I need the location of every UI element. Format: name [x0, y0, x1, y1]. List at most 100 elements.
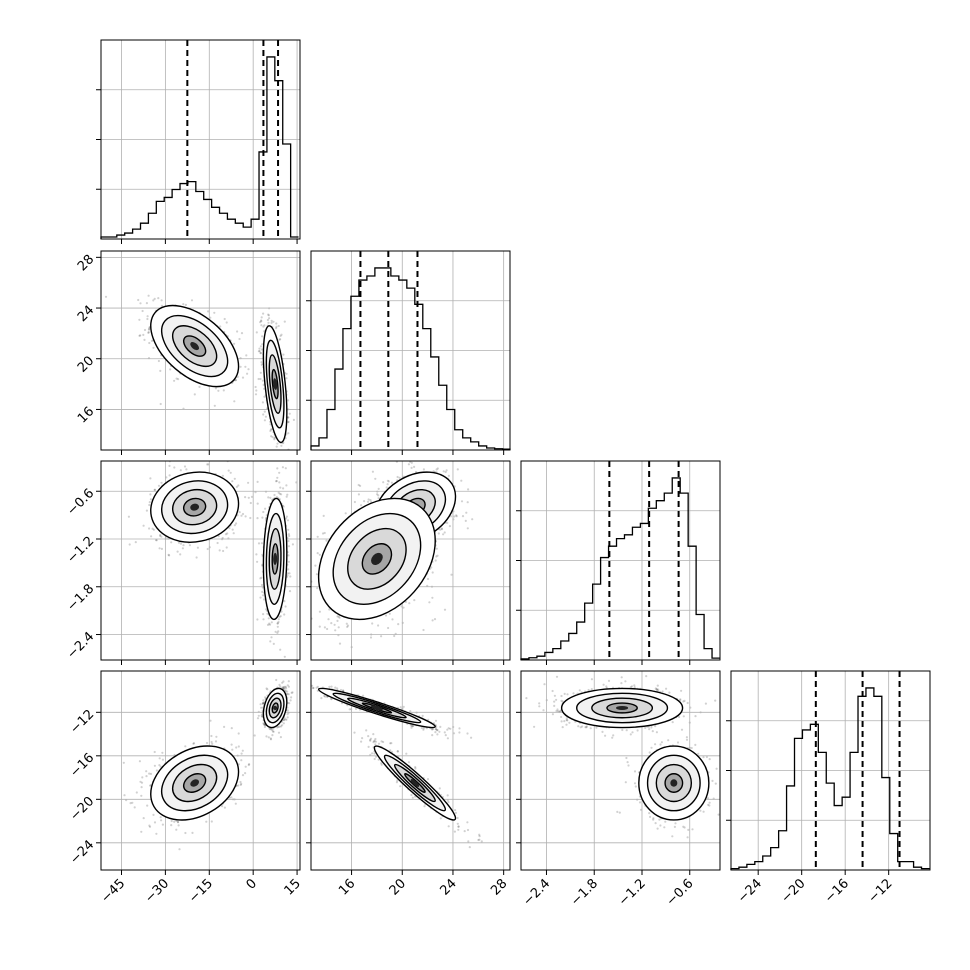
sample-point [176, 820, 180, 824]
sample-point [177, 541, 181, 544]
sample-point [183, 465, 187, 468]
sample-point [175, 828, 178, 831]
sample-point [276, 622, 279, 625]
sample-point [254, 385, 257, 389]
sample-point [262, 413, 265, 416]
sample-point [471, 518, 474, 521]
sample-point [338, 616, 341, 619]
sample-point [446, 521, 449, 525]
sample-point [359, 484, 362, 487]
sample-point [195, 556, 198, 559]
sample-point [269, 428, 272, 431]
sample-point [336, 615, 339, 618]
sample-point [222, 549, 225, 553]
sample-point [391, 618, 394, 621]
sample-point [268, 623, 272, 626]
sample-point [422, 468, 425, 471]
sample-point [269, 640, 272, 643]
sample-point [287, 545, 291, 548]
sample-point [155, 539, 158, 542]
sample-point [168, 474, 171, 477]
sample-point [188, 544, 191, 547]
sample-point [141, 776, 144, 779]
sample-point [256, 618, 259, 621]
sample-point [377, 624, 380, 627]
sample-point [278, 481, 281, 484]
sample-point [244, 496, 247, 499]
sample-point [402, 606, 405, 609]
sample-point [287, 568, 290, 571]
sample-point [237, 732, 240, 735]
sample-point [260, 316, 263, 319]
sample-point [287, 421, 290, 424]
sample-point [336, 619, 339, 623]
sample-point [254, 393, 258, 396]
sample-point [241, 749, 244, 752]
sample-point [184, 831, 187, 835]
sample-point [287, 416, 290, 419]
sample-point [287, 560, 290, 563]
sample-point [148, 825, 152, 828]
sample-point [436, 467, 439, 470]
sample-point [235, 522, 238, 525]
sample-point [283, 600, 286, 603]
sample-point [396, 475, 399, 479]
sample-point [153, 750, 156, 754]
sample-point [236, 330, 239, 333]
sample-point [233, 477, 236, 480]
sample-point [408, 602, 411, 605]
sample-point [256, 560, 259, 563]
sample-point [330, 622, 333, 625]
sample-point [275, 327, 278, 330]
sample-point [278, 471, 281, 474]
sample-point [274, 630, 277, 633]
sample-point [127, 515, 130, 518]
sample-point [150, 535, 153, 538]
sample-point [263, 419, 266, 422]
sample-point [150, 339, 153, 342]
sample-point [346, 625, 349, 629]
sample-point [160, 819, 163, 822]
sample-point [184, 745, 187, 748]
sample-point [256, 480, 259, 483]
sample-point [145, 775, 148, 778]
sample-point [148, 341, 151, 345]
sample-point [141, 309, 144, 313]
sample-point [435, 547, 438, 550]
sample-point [278, 338, 281, 341]
sample-point [157, 297, 160, 300]
sample-point [377, 487, 380, 490]
sample-point [235, 485, 238, 488]
sample-point [262, 383, 265, 386]
sample-point [333, 623, 336, 626]
sample-point [161, 751, 164, 754]
sample-point [257, 542, 261, 545]
sample-point [280, 444, 283, 447]
sample-point [213, 404, 216, 407]
sample-point [142, 817, 145, 820]
sample-point [276, 631, 279, 635]
sample-point [407, 463, 410, 466]
sample-point [238, 337, 241, 341]
sample-point [426, 584, 429, 587]
sample-point [410, 461, 413, 464]
sample-point [435, 555, 438, 558]
sample-point [256, 517, 259, 520]
sample-point [255, 331, 258, 334]
sample-point [318, 553, 321, 556]
sample-point [232, 532, 235, 535]
sample-point [149, 498, 152, 501]
sample-point [224, 533, 227, 536]
sample-point [179, 469, 182, 472]
sample-point [276, 622, 279, 625]
sample-point [287, 554, 290, 557]
sample-point [138, 334, 141, 337]
sample-point [135, 791, 138, 794]
sample-point [302, 535, 304, 537]
sample-point [278, 451, 280, 453]
sample-point [273, 493, 276, 497]
sample-point [225, 546, 228, 549]
sample-point [185, 468, 188, 471]
sample-point [250, 495, 254, 498]
sample-point [219, 325, 222, 328]
